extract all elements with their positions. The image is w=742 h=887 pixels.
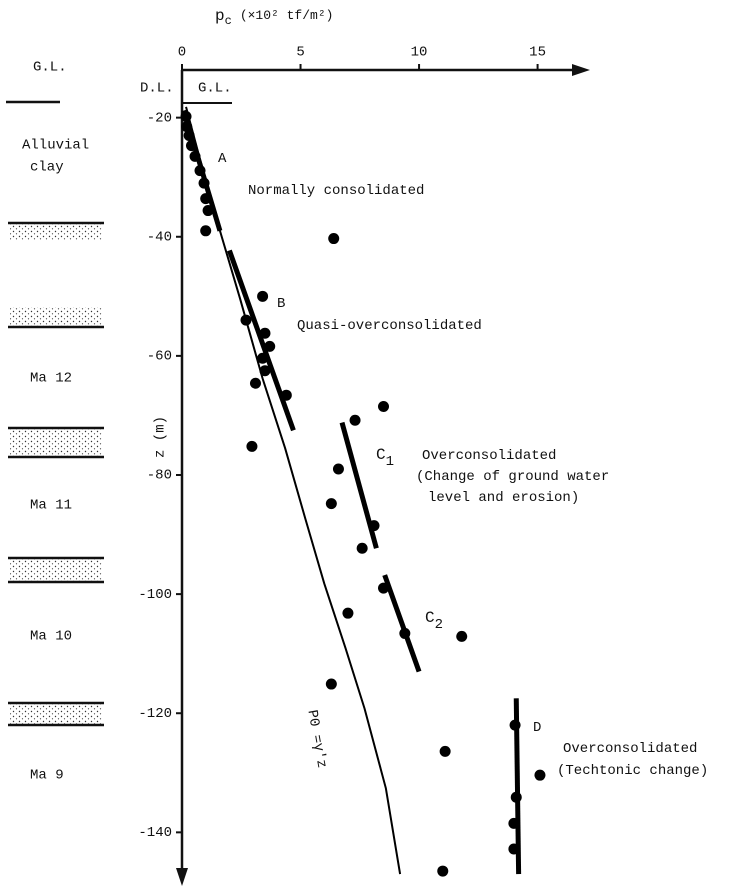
point — [257, 353, 268, 364]
annotation: (Techtonic change) — [557, 763, 708, 779]
point — [534, 770, 545, 781]
annotation: B — [277, 296, 285, 312]
point — [357, 543, 368, 554]
strata-label: clay — [30, 160, 64, 176]
point — [508, 844, 519, 855]
trend-line — [229, 250, 293, 430]
x-tick-label: 0 — [178, 45, 186, 61]
point — [184, 130, 195, 141]
annotation-subscript: 1 — [386, 454, 394, 470]
strata-label: Ma 12 — [30, 371, 72, 387]
annotation-text: Normally consolidated — [248, 183, 424, 199]
annotation: D — [533, 720, 541, 736]
point — [378, 401, 389, 412]
point — [342, 608, 353, 619]
point — [437, 866, 448, 877]
annotation-text: (Change of ground water — [416, 469, 609, 485]
annotation-text: level and erosion) — [428, 490, 579, 506]
annotation-subscript: 2 — [435, 617, 443, 633]
overburden-label: P0 =γ'z — [303, 709, 329, 770]
y-tick-label: -60 — [147, 349, 172, 365]
point — [246, 441, 257, 452]
point — [326, 498, 337, 509]
point — [190, 151, 201, 162]
point — [181, 111, 192, 122]
annotation-text: (Techtonic change) — [557, 763, 708, 779]
annotation: Quasi-overconsolidated — [297, 318, 482, 334]
strata-label: Ma 10 — [30, 629, 72, 645]
x-label-unit: (×10² tf/m²) — [240, 8, 334, 23]
chart: pc (×10² tf/m²) z (m) 0 5 10 15 -20 -40 -60 -80 -… — [0, 0, 742, 887]
annotation: level and erosion) — [428, 490, 579, 506]
annotation: (Change of ground water — [416, 469, 609, 485]
annotation: C1 — [376, 446, 394, 469]
point — [199, 178, 210, 189]
point — [257, 291, 268, 302]
y-tick-label: -100 — [138, 587, 172, 603]
y-tick-label: -80 — [147, 468, 172, 484]
point — [510, 720, 521, 731]
point — [333, 464, 344, 475]
point — [440, 746, 451, 757]
annotation: Overconsolidated — [422, 448, 556, 464]
strata-label: Alluvial — [22, 138, 89, 154]
point — [195, 165, 206, 176]
point — [264, 341, 275, 352]
annotation-text: D — [533, 720, 541, 736]
point — [378, 583, 389, 594]
point — [241, 315, 252, 326]
annotation: A — [218, 151, 227, 167]
annotation-text: C — [376, 446, 386, 464]
point — [326, 679, 337, 690]
point — [250, 378, 261, 389]
annotation: Overconsolidated — [563, 741, 697, 757]
y-axis-label: z (m) — [153, 416, 169, 458]
annotation-text: Overconsolidated — [563, 741, 697, 757]
x-tick-label: 15 — [529, 45, 546, 61]
point — [200, 225, 211, 236]
point — [511, 792, 522, 803]
annotation-text: Overconsolidated — [422, 448, 556, 464]
point — [328, 233, 339, 244]
y-tick-label: -140 — [138, 825, 172, 841]
annotation-text: Quasi-overconsolidated — [297, 318, 482, 334]
x-tick-label: 10 — [411, 45, 428, 61]
strata-label: Ma 11 — [30, 498, 72, 514]
point — [259, 328, 270, 339]
x-axis-label: pc (×10² tf/m²) — [215, 7, 333, 28]
point — [203, 205, 214, 216]
y-tick-label: -20 — [147, 110, 172, 126]
datum-label: D.L. — [140, 81, 174, 97]
datum-label: G.L. — [198, 81, 232, 97]
point — [200, 193, 211, 204]
strata-label: Ma 9 — [30, 768, 64, 784]
x-tick-label: 5 — [296, 45, 304, 61]
point — [281, 390, 292, 401]
point — [399, 628, 410, 639]
point — [369, 520, 380, 531]
point — [259, 365, 270, 376]
strata-label: G.L. — [33, 60, 67, 76]
x-label-symbol: p — [215, 7, 225, 25]
point — [456, 631, 467, 642]
point — [350, 415, 361, 426]
x-label-subscript: c — [225, 14, 232, 28]
point — [186, 140, 197, 151]
point — [508, 818, 519, 829]
y-tick-label: -40 — [147, 229, 172, 245]
annotation: Normally consolidated — [248, 183, 424, 199]
annotation-text: C — [425, 609, 435, 627]
trend-line — [385, 575, 419, 671]
annotation-text: A — [218, 151, 227, 167]
annotation-text: B — [277, 296, 285, 312]
annotation: C2 — [425, 609, 443, 632]
y-tick-label: -120 — [138, 706, 172, 722]
